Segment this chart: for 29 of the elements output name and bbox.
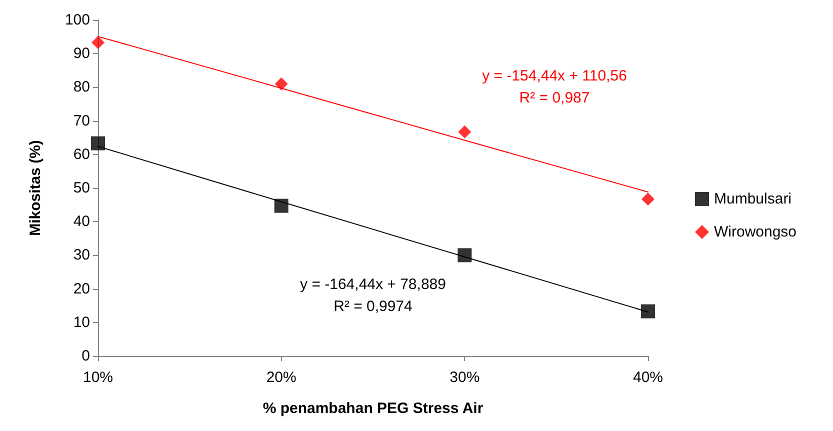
point (458, 248, 472, 262)
point (274, 198, 288, 213)
x-tick-label: 10% (82, 369, 114, 386)
legend-label: Mumbulsari (714, 190, 792, 208)
y-tick-label: 30 (73, 246, 90, 264)
y-tick-label: 10 (73, 314, 90, 331)
y-tick-label: 20 (73, 280, 90, 298)
point (458, 125, 472, 138)
y-tick-label: 100 (64, 12, 90, 28)
x-tick-label: 20% (266, 369, 296, 386)
legend-label: Wirowongso (714, 224, 797, 240)
y-tick-label: 50 (73, 180, 90, 196)
y-tick-label: 90 (73, 45, 90, 62)
annotation: y = -154,44x + 110,56 R² = 0,987 (482, 68, 627, 107)
y-axis-title: Mikositas (%) (27, 140, 44, 236)
point (642, 192, 654, 206)
y-tick-label: 70 (73, 112, 90, 130)
x-axis-title: % penambahan PEG Stress Air (262, 400, 484, 417)
y-tick-label: 80 (73, 78, 90, 96)
annotation: y = -164,44x + 78,889 R² = 0,9974 (300, 276, 446, 316)
point (91, 136, 105, 150)
point (641, 304, 655, 318)
y-tick-label: 0 (82, 348, 90, 364)
y-tick-label: 40 (73, 213, 90, 230)
point (274, 77, 288, 90)
point (92, 36, 104, 50)
x-tick-label: 30% (450, 369, 480, 386)
x-tick-label: 40% (632, 369, 664, 386)
y-tick-label: 60 (73, 146, 90, 163)
